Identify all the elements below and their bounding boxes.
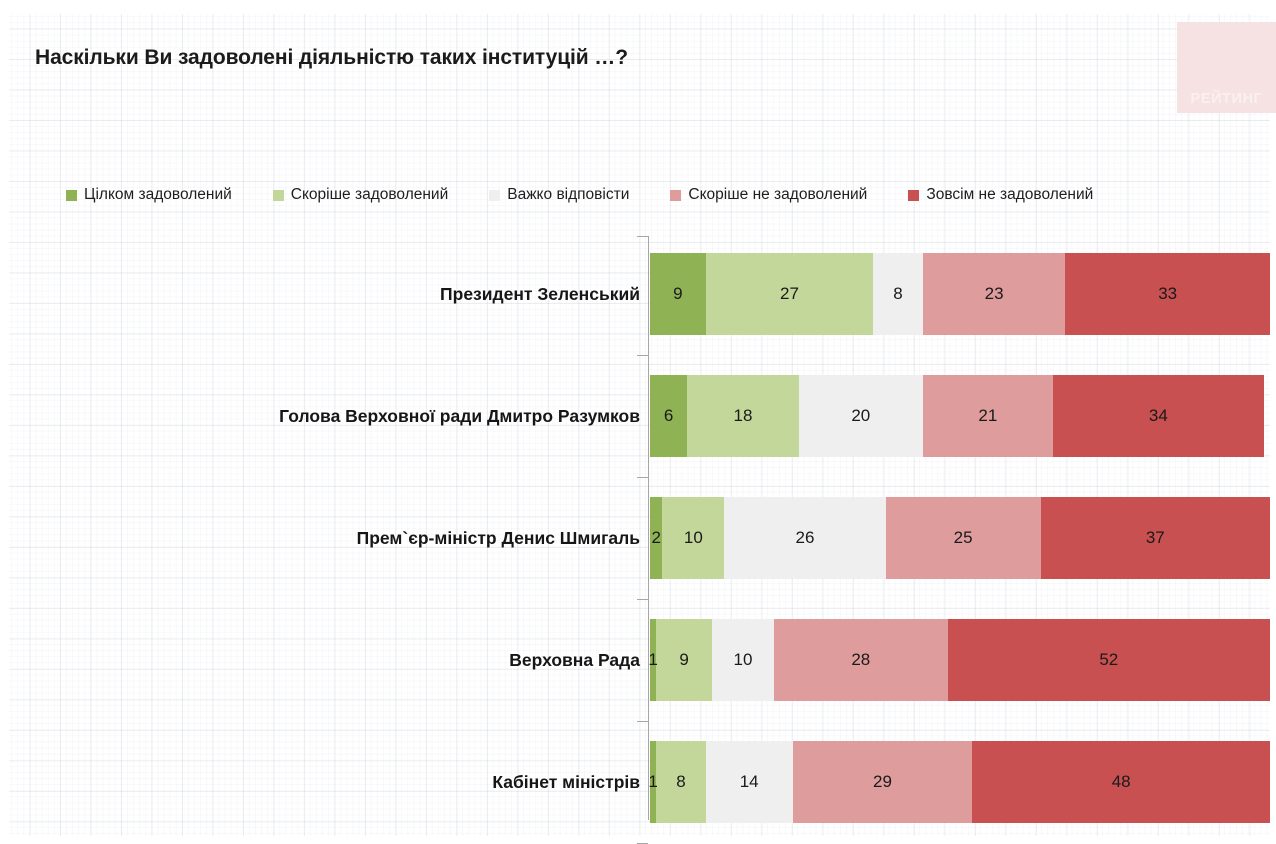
- bar-segment-value: 37: [1145, 528, 1165, 547]
- legend-item[interactable]: Важко відповісти: [489, 186, 629, 204]
- bar-segment-value: 10: [733, 650, 753, 669]
- legend-swatch-icon: [670, 189, 682, 201]
- category-label: Верховна Рада: [509, 650, 640, 670]
- category-label: Президент Зеленський: [440, 284, 640, 304]
- legend-swatch-icon: [272, 189, 284, 201]
- legend-item-label: Скоріше задоволений: [290, 186, 449, 203]
- bar-segment-value: 8: [893, 284, 903, 303]
- bar-segment[interactable]: 25: [885, 497, 1041, 579]
- bar-segment[interactable]: 26: [724, 497, 886, 579]
- legend-item-label: Зовсім не задоволений: [926, 186, 1094, 203]
- category-label: Голова Верховної ради Дмитро Разумков: [279, 406, 640, 426]
- legend-item[interactable]: Скоріше не задоволений: [670, 186, 867, 204]
- page-title: Наскільки Ви задоволені діяльністю таких…: [35, 46, 628, 69]
- bar-segment-value: 14: [739, 772, 759, 791]
- stacked-bar: 9 27 8 23 33: [650, 253, 1270, 335]
- watermark-label: РЕЙТИНГ: [1190, 91, 1263, 107]
- bar-segment[interactable]: 27: [705, 253, 874, 335]
- axis-tick: [637, 721, 648, 722]
- legend-item-label: Цілком задоволений: [84, 186, 232, 203]
- bar-segment-value: 33: [1158, 284, 1178, 303]
- bar-segment-value: 28: [851, 650, 871, 669]
- bar-segment[interactable]: 8: [873, 253, 923, 335]
- frame-edge-right: [1270, 0, 1276, 843]
- bar-segment[interactable]: 10: [662, 497, 725, 579]
- bar-segment-value: 21: [978, 406, 998, 425]
- stacked-bar: 1 9 10 28 52: [648, 619, 1270, 701]
- bar-segment-value: 10: [683, 528, 703, 547]
- bar-row: Верховна Рада 1 9 10 28 52: [0, 619, 1276, 701]
- bar-segment-value: 6: [663, 406, 674, 425]
- bar-segment-value: 52: [1099, 650, 1119, 669]
- bar-segment-value: 20: [851, 406, 871, 425]
- chart-legend: Цілком задоволений Скоріше задоволений Важ…: [66, 183, 1256, 207]
- category-label: Прем`єр-міністр Денис Шмигаль: [356, 528, 640, 548]
- bar-segment-value: 8: [676, 772, 686, 791]
- bar-segment[interactable]: 21: [922, 375, 1053, 457]
- bar-segment[interactable]: 8: [656, 741, 706, 823]
- bar-segment[interactable]: 48: [972, 741, 1270, 823]
- bar-segment-value: 27: [780, 284, 799, 303]
- stacked-bar: 6 18 20 21 34: [650, 375, 1270, 457]
- bar-segment[interactable]: 2: [650, 497, 663, 579]
- bar-segment[interactable]: 1: [648, 741, 658, 823]
- bar-segment[interactable]: 28: [773, 619, 948, 701]
- bar-segment-value: 9: [673, 284, 683, 303]
- bar-segment[interactable]: 9: [656, 619, 712, 701]
- bar-segment-value: 1: [648, 650, 658, 669]
- category-label: Кабінет міністрів: [492, 772, 640, 792]
- legend-item[interactable]: Цілком задоволений: [66, 186, 232, 204]
- bar-segment[interactable]: 10: [711, 619, 774, 701]
- bar-segment-value: 34: [1148, 406, 1168, 425]
- bar-segment-value: 23: [984, 284, 1004, 303]
- bar-segment[interactable]: 34: [1052, 375, 1264, 457]
- frame-edge-bottom: [0, 836, 1276, 843]
- frame-edge-left: [0, 0, 9, 843]
- bar-segment-value: 26: [795, 528, 815, 547]
- axis-tick: [637, 355, 648, 356]
- bar-segment-value: 1: [648, 772, 658, 791]
- axis-tick: [637, 236, 648, 237]
- legend-item[interactable]: Зовсім не задоволений: [908, 186, 1093, 204]
- bar-segment-value: 25: [953, 528, 973, 547]
- legend-swatch-icon: [66, 189, 77, 201]
- legend-swatch-icon: [908, 189, 920, 201]
- bar-segment[interactable]: 6: [650, 375, 688, 457]
- bar-segment[interactable]: 23: [922, 253, 1066, 335]
- bar-segment[interactable]: 14: [705, 741, 793, 823]
- legend-item-label: Скоріше не задоволений: [688, 186, 868, 203]
- bar-segment[interactable]: 18: [687, 375, 799, 457]
- bar-segment-value: 18: [733, 406, 753, 425]
- stacked-bar: 1 8 14 29 48: [648, 741, 1270, 823]
- bar-segment[interactable]: 37: [1040, 497, 1270, 579]
- bar-segment-value: 2: [651, 528, 661, 547]
- bar-segment[interactable]: 9: [650, 253, 706, 335]
- bar-segment[interactable]: 1: [648, 619, 658, 701]
- frame-edge-top: [0, 0, 1276, 14]
- bar-row: Голова Верховної ради Дмитро Разумков 6 18…: [0, 375, 1276, 457]
- bar-segment-value: 9: [679, 650, 689, 669]
- bar-segment[interactable]: 52: [947, 619, 1270, 701]
- legend-item-label: Важко відповісти: [507, 186, 630, 203]
- rating-watermark: РЕЙТИНГ: [1177, 22, 1276, 113]
- bar-segment[interactable]: 29: [792, 741, 973, 823]
- axis-tick: [637, 599, 648, 600]
- bar-row: Прем`єр-міністр Денис Шмигаль 2 10 26 25 37: [0, 497, 1276, 579]
- bar-row: Президент Зеленський 9 27 8 23 33: [0, 253, 1276, 335]
- value-axis-line: [648, 236, 649, 820]
- bar-segment-value: 48: [1111, 772, 1131, 791]
- legend-swatch-icon: [489, 189, 501, 201]
- bar-row: Кабінет міністрів 1 8 14 29 48: [0, 741, 1276, 823]
- plot-area: Президент Зеленський 9 27 8 23 33 Голова Верхо…: [0, 236, 1276, 844]
- bar-segment[interactable]: 33: [1065, 253, 1270, 335]
- bar-segment[interactable]: 20: [798, 375, 923, 457]
- axis-tick: [637, 477, 648, 478]
- legend-item[interactable]: Скоріше задоволений: [272, 186, 449, 204]
- stacked-bar: 2 10 26 25 37: [650, 497, 1270, 579]
- bar-segment-value: 29: [873, 772, 892, 791]
